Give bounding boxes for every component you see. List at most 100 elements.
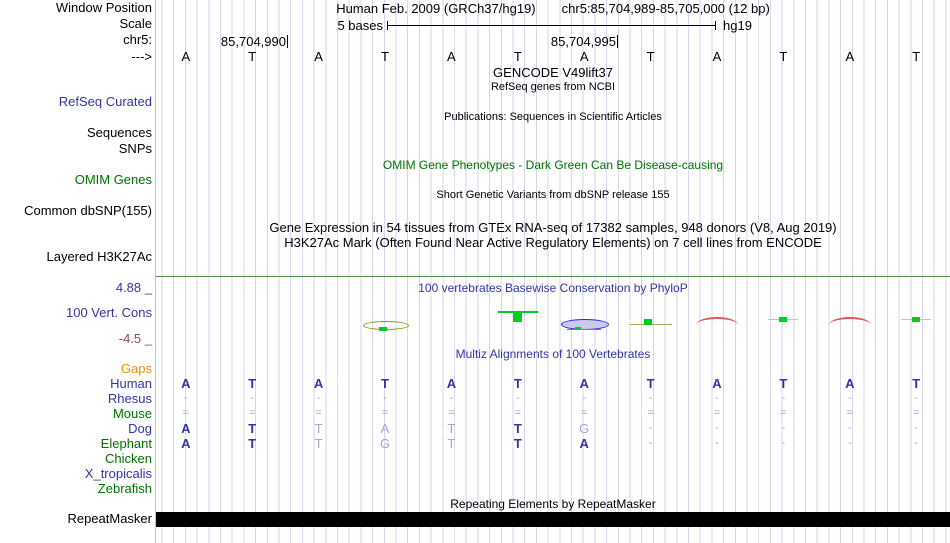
assembly-short-label: hg19 [723, 18, 752, 33]
alignment-base-rhesus: - [648, 392, 653, 404]
track-label-chromosome: chr5: [123, 32, 152, 47]
alignment-base-elephant: T [513, 436, 522, 451]
track-label-species-zebrafish[interactable]: Zebrafish [97, 481, 152, 496]
track-label-omim-genes[interactable]: OMIM Genes [74, 172, 152, 187]
alignment-base-elephant: - [781, 437, 786, 449]
alignment-base-human: T [381, 376, 389, 391]
alignment-base-human: A [579, 376, 589, 391]
repeatmasker-bar[interactable] [156, 512, 950, 527]
track-label-refseq-curated[interactable]: RefSeq Curated [58, 94, 152, 109]
alignment-base-rhesus: - [781, 392, 786, 404]
sequence-base: A [314, 49, 323, 64]
alignment-base-rhesus: - [515, 392, 520, 404]
conservation-glyph [912, 317, 921, 322]
scale-bar-right-cap [715, 21, 716, 30]
coordinate-label-right: 85,704,995 [550, 34, 616, 49]
assembly-position-line: Human Feb. 2009 (GRCh37/hg19) chr5:85,70… [156, 1, 950, 17]
alignment-base-rhesus: - [582, 392, 587, 404]
track-label-sequences[interactable]: Sequences [86, 125, 152, 140]
alignment-base-elephant: - [914, 437, 919, 449]
track-label-cons-min: -4.5 _ [118, 331, 152, 346]
alignment-base-elephant: - [715, 437, 719, 449]
sequence-base: A [447, 49, 456, 64]
alignment-base-human: T [779, 376, 788, 391]
alignment-base-dog: A [181, 421, 191, 436]
alignment-base-human: A [181, 376, 191, 391]
alignment-base-rhesus: - [183, 392, 188, 404]
sequence-base: T [381, 49, 389, 64]
alignment-base-mouse: = [315, 407, 322, 419]
alignment-base-dog: A [380, 421, 390, 436]
omim-title: OMIM Gene Phenotypes - Dark Green Can Be… [382, 158, 724, 172]
track-label-layered-h3k27ac[interactable]: Layered H3K27Ac [46, 249, 152, 264]
alignment-base-mouse: = [912, 407, 920, 419]
alignment-base-mouse: = [780, 407, 787, 419]
alignment-base-mouse: = [580, 407, 588, 419]
track-label-common-dbsnp[interactable]: Common dbSNP(155) [24, 203, 152, 218]
track-label-species-mouse[interactable]: Mouse [112, 406, 152, 421]
conservation-glyph [512, 311, 522, 322]
sequence-base: T [513, 49, 522, 64]
gtex-title: Gene Expression in 54 tissues from GTEx … [269, 220, 837, 235]
alignment-base-dog: T [447, 421, 456, 436]
alignment-base-mouse: = [248, 407, 256, 419]
alignment-base-dog: T [248, 421, 257, 436]
track-label-species-chicken[interactable]: Chicken [105, 451, 152, 466]
track-label-scale: Scale [119, 16, 152, 31]
scale-bar-left-cap [387, 21, 388, 30]
alignment-base-rhesus: - [715, 392, 719, 404]
scale-bases-label: 5 bases [337, 18, 383, 33]
alignment-base-elephant: T [447, 436, 456, 451]
track-label-snps[interactable]: SNPs [118, 141, 152, 156]
track-label-vert-cons[interactable]: 100 Vert. Cons [66, 305, 152, 320]
alignment-base-human: T [646, 376, 655, 391]
sequence-base: T [912, 49, 921, 64]
track-label-species-gaps[interactable]: Gaps [120, 361, 152, 376]
alignment-base-mouse: = [846, 407, 854, 419]
alignment-base-mouse: = [647, 407, 654, 419]
track-label-species-x-tropicalis[interactable]: X_tropicalis [84, 466, 152, 481]
sequence-base: T [779, 49, 788, 64]
alignment-base-rhesus: - [449, 392, 454, 404]
alignment-base-dog: G [579, 421, 590, 436]
alignment-base-mouse: = [448, 407, 455, 419]
coordinate-tick-right [617, 35, 618, 48]
alignment-base-human: A [712, 376, 722, 391]
sequence-base: A [845, 49, 855, 64]
track-label-species-rhesus[interactable]: Rhesus [107, 391, 152, 406]
alignment-base-human: T [513, 376, 522, 391]
coordinate-tick-left [287, 35, 288, 48]
alignment-base-rhesus: - [914, 392, 919, 404]
track-label-species-elephant[interactable]: Elephant [100, 436, 152, 451]
alignment-base-rhesus: - [250, 392, 255, 404]
track-label-species-human[interactable]: Human [110, 376, 152, 391]
alignment-base-elephant: - [847, 437, 852, 449]
alignment-base-mouse: = [381, 407, 389, 419]
track-label-strand-arrow: ---> [131, 49, 152, 64]
gencode-title: GENCODE V49lift37 [493, 65, 613, 80]
alignment-base-elephant: T [248, 436, 257, 451]
track-divider-line [155, 0, 156, 543]
track-label-repeatmasker[interactable]: RepeatMasker [67, 511, 152, 526]
h3k27ac-title: H3K27Ac Mark (Often Found Near Active Re… [284, 235, 822, 250]
track-label-species-dog[interactable]: Dog [128, 421, 152, 436]
conservation-zero-line [156, 276, 950, 277]
track-label-window-position: Window Position [55, 0, 152, 15]
alignment-base-elephant: A [579, 436, 589, 451]
alignment-base-dog: - [715, 422, 719, 434]
alignment-base-dog: - [847, 422, 852, 434]
phylop-title: 100 vertebrates Basewise Conservation by… [418, 281, 688, 295]
alignment-base-mouse: = [182, 407, 190, 419]
sequence-base: T [248, 49, 257, 64]
sequence-base: A [181, 49, 191, 64]
alignment-base-dog: - [781, 422, 786, 434]
conservation-glyph [643, 319, 652, 325]
alignment-base-dog: - [648, 422, 653, 434]
conservation-glyph [828, 317, 871, 325]
alignment-base-elephant: G [379, 436, 391, 451]
dbsnp-title: Short Genetic Variants from dbSNP releas… [436, 189, 670, 201]
alignment-base-human: A [845, 376, 855, 391]
alignment-base-rhesus: - [316, 392, 321, 404]
coordinate-label-left: 85,704,990 [220, 34, 286, 49]
